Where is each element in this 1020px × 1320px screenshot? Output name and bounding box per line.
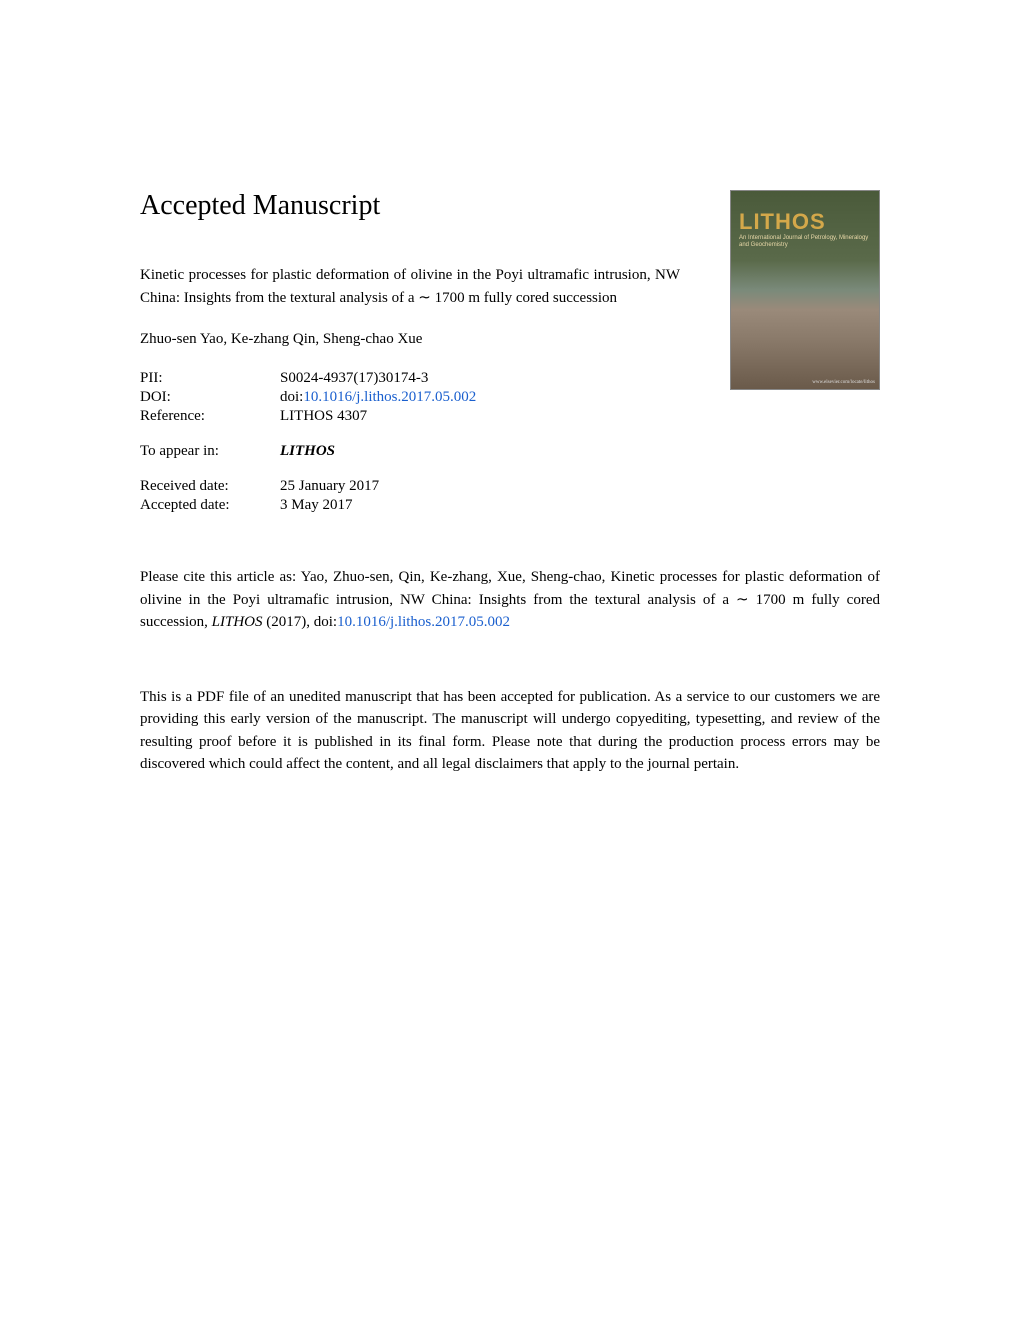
- manuscript-page: LITHOS An International Journal of Petro…: [0, 0, 1020, 876]
- cover-journal-title: LITHOS: [739, 209, 826, 235]
- accepted-value: 3 May 2017: [280, 497, 880, 514]
- doi-label: DOI:: [140, 389, 280, 406]
- doi-prefix: doi:: [280, 389, 303, 405]
- disclaimer-text: This is a PDF file of an unedited manusc…: [140, 686, 880, 776]
- received-label: Received date:: [140, 478, 280, 495]
- doi-link[interactable]: 10.1016/j.lithos.2017.05.002: [303, 389, 476, 405]
- accepted-label: Accepted date:: [140, 497, 280, 514]
- reference-value: LITHOS 4307: [280, 408, 880, 425]
- article-title: Kinetic processes for plastic deformatio…: [140, 264, 680, 309]
- received-value: 25 January 2017: [280, 478, 880, 495]
- to-appear-label: To appear in:: [140, 443, 280, 460]
- citation-block: Please cite this article as: Yao, Zhuo-s…: [140, 566, 880, 634]
- reference-label: Reference:: [140, 408, 280, 425]
- doi-value: doi:10.1016/j.lithos.2017.05.002: [280, 389, 880, 406]
- pii-label: PII:: [140, 370, 280, 387]
- to-appear-row: To appear in: LITHOS: [140, 443, 880, 460]
- citation-doi-link[interactable]: 10.1016/j.lithos.2017.05.002: [337, 614, 510, 630]
- to-appear-value: LITHOS: [280, 443, 880, 460]
- citation-year: (2017), doi:: [263, 614, 338, 630]
- cover-journal-subtitle: An International Journal of Petrology, M…: [739, 235, 879, 249]
- cover-journal-url: www.elsevier.com/locate/lithos: [812, 380, 875, 385]
- citation-journal: LITHOS: [212, 614, 263, 630]
- dates-table: Received date: 25 January 2017 Accepted …: [140, 478, 880, 514]
- journal-cover-thumbnail: LITHOS An International Journal of Petro…: [730, 190, 880, 390]
